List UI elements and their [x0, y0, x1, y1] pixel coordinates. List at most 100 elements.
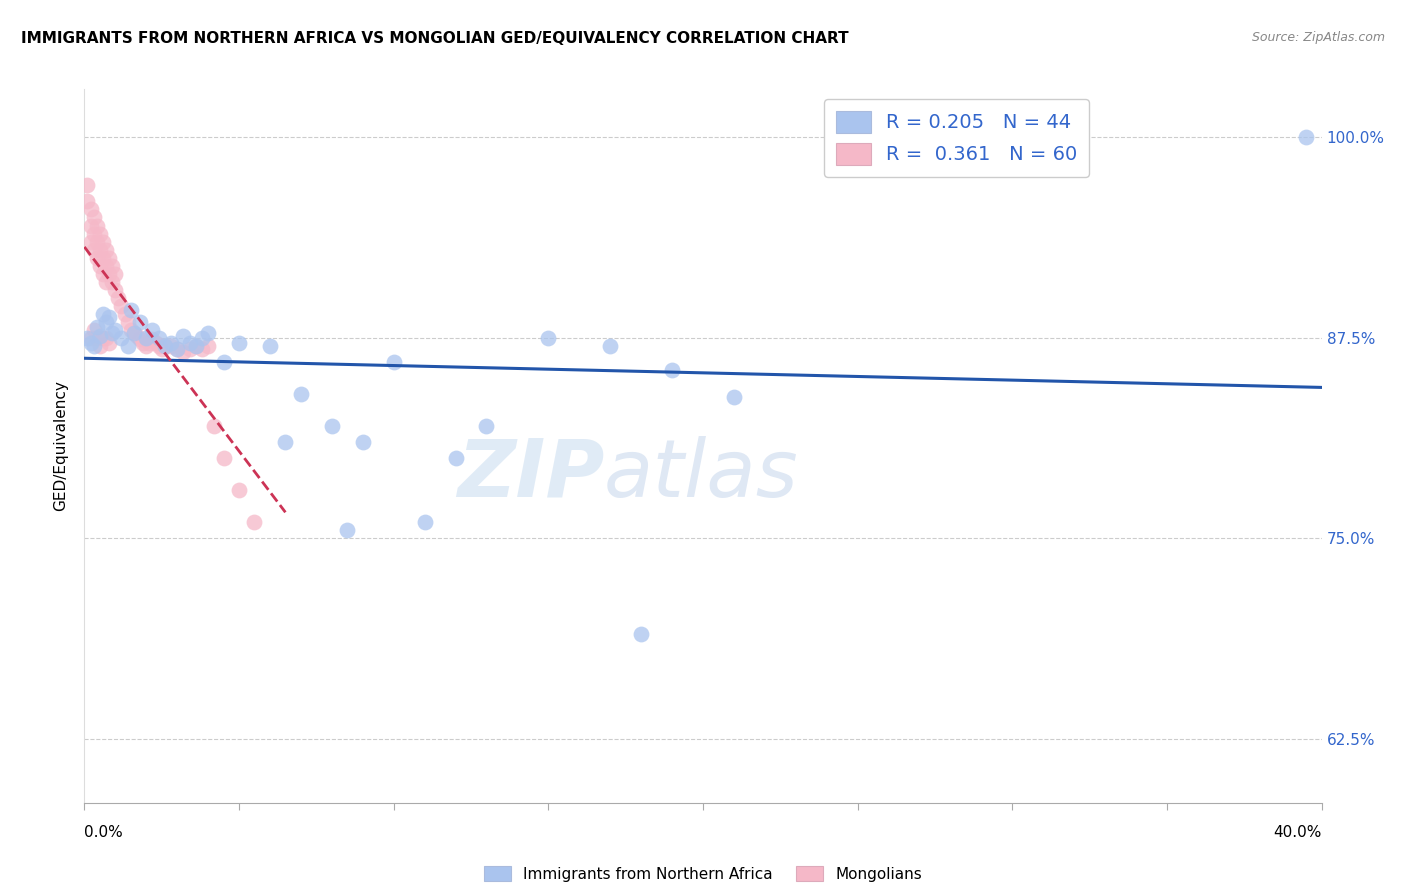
Point	[141, 332, 163, 346]
Point	[661, 363, 683, 377]
Point	[179, 335, 201, 350]
Point	[132, 335, 155, 350]
Point	[98, 251, 121, 265]
Point	[79, 219, 101, 233]
Legend: Immigrants from Northern Africa, Mongolians: Immigrants from Northern Africa, Mongoli…	[478, 860, 928, 888]
Point	[83, 243, 105, 257]
Point	[76, 178, 98, 193]
Point	[91, 235, 114, 249]
Point	[91, 331, 114, 345]
Point	[153, 339, 176, 353]
Point	[104, 267, 127, 281]
Point	[145, 335, 167, 350]
Point	[98, 335, 121, 350]
Point	[107, 291, 129, 305]
Point	[1295, 130, 1317, 145]
Point	[243, 515, 266, 529]
Point	[101, 326, 124, 340]
Text: ZIP: ZIP	[457, 435, 605, 514]
Point	[382, 355, 405, 369]
Point	[172, 329, 194, 343]
Point	[79, 235, 101, 249]
Point	[166, 342, 188, 356]
Point	[110, 331, 132, 345]
Point	[259, 339, 281, 353]
Point	[122, 326, 145, 340]
Point	[290, 387, 312, 401]
Text: IMMIGRANTS FROM NORTHERN AFRICA VS MONGOLIAN GED/EQUIVALENCY CORRELATION CHART: IMMIGRANTS FROM NORTHERN AFRICA VS MONGO…	[21, 31, 849, 46]
Point	[91, 251, 114, 265]
Point	[94, 243, 117, 257]
Point	[135, 331, 157, 345]
Point	[274, 435, 297, 450]
Point	[94, 331, 117, 345]
Text: 40.0%: 40.0%	[1274, 825, 1322, 840]
Point	[129, 332, 152, 346]
Point	[86, 235, 108, 249]
Point	[141, 323, 163, 337]
Point	[89, 227, 111, 241]
Point	[212, 450, 235, 465]
Text: atlas: atlas	[605, 435, 799, 514]
Point	[191, 342, 214, 356]
Point	[79, 331, 101, 345]
Point	[98, 310, 121, 324]
Point	[228, 483, 250, 497]
Point	[138, 335, 160, 350]
Point	[191, 331, 214, 345]
Point	[184, 339, 207, 353]
Point	[83, 339, 105, 353]
Point	[101, 275, 124, 289]
Point	[630, 627, 652, 641]
Point	[197, 339, 219, 353]
Point	[475, 419, 498, 434]
Point	[89, 339, 111, 353]
Point	[228, 335, 250, 350]
Point	[76, 194, 98, 209]
Point	[413, 515, 436, 529]
Point	[352, 435, 374, 450]
Point	[91, 307, 114, 321]
Point	[444, 450, 467, 465]
Point	[83, 211, 105, 225]
Point	[321, 419, 343, 434]
Y-axis label: GED/Equivalency: GED/Equivalency	[53, 381, 69, 511]
Point	[94, 315, 117, 329]
Point	[79, 202, 101, 217]
Point	[723, 390, 745, 404]
Point	[179, 342, 201, 356]
Point	[86, 331, 108, 345]
Point	[197, 326, 219, 340]
Point	[86, 251, 108, 265]
Point	[89, 243, 111, 257]
Point	[83, 227, 105, 241]
Point	[122, 326, 145, 340]
Point	[98, 267, 121, 281]
Point	[101, 259, 124, 273]
Point	[184, 339, 207, 353]
Point	[89, 259, 111, 273]
Point	[166, 342, 188, 356]
Point	[537, 331, 560, 345]
Text: 0.0%: 0.0%	[84, 825, 124, 840]
Point	[86, 319, 108, 334]
Point	[110, 299, 132, 313]
Point	[120, 323, 142, 337]
Point	[79, 335, 101, 350]
Point	[120, 303, 142, 318]
Point	[86, 219, 108, 233]
Point	[94, 275, 117, 289]
Point	[129, 315, 152, 329]
Point	[336, 523, 359, 537]
Point	[148, 339, 170, 353]
Point	[172, 345, 194, 359]
Point	[135, 339, 157, 353]
Point	[153, 339, 176, 353]
Point	[148, 331, 170, 345]
Point	[83, 323, 105, 337]
Point	[76, 331, 98, 345]
Point	[117, 315, 139, 329]
Point	[599, 339, 621, 353]
Point	[104, 323, 127, 337]
Point	[202, 419, 225, 434]
